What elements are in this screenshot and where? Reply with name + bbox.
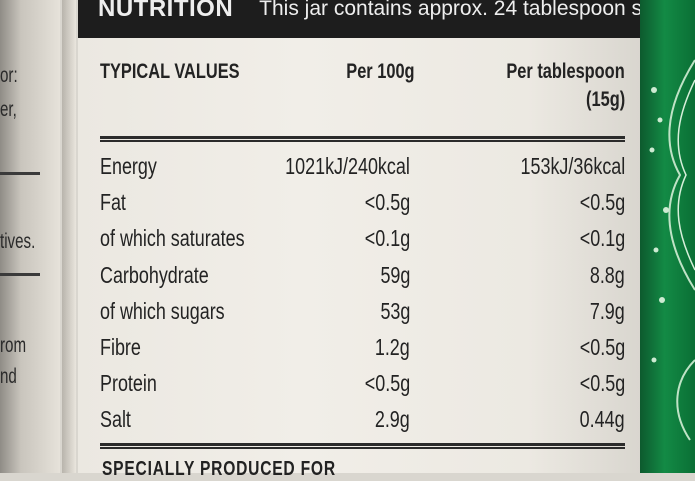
nutrient-label: Protein [100, 370, 157, 397]
per-100g-value: 2.9g [375, 406, 410, 433]
nutrient-label: Salt [100, 406, 131, 433]
per-100g-value: 1.2g [375, 333, 410, 360]
col-per-100g: Per 100g [346, 60, 415, 83]
header-divider [100, 136, 625, 142]
nutrient-label: Fibre [100, 333, 141, 360]
table-row: Carbohydrate 59g 8.8g [100, 262, 625, 298]
per-tablespoon-value: <0.1g [579, 225, 625, 252]
per-tablespoon-value: 0.44g [580, 406, 625, 433]
servings-note: This jar contains approx. 24 tablespoon … [259, 0, 640, 20]
ornament-pattern-icon [649, 59, 695, 441]
left-text-fragment: or: [0, 64, 18, 87]
per-tablespoon-value: <0.5g [579, 370, 625, 397]
table-row: Fibre 1.2g <0.5g [100, 334, 625, 370]
table-row: Protein <0.5g <0.5g [100, 370, 625, 406]
left-text-fragment: tives. [0, 230, 36, 253]
label-edge [62, 0, 76, 473]
per-tablespoon-value: <0.5g [579, 189, 625, 216]
col-per-tablespoon-weight: (15g) [585, 88, 625, 111]
col-per-tablespoon: Per tablespoon [506, 60, 625, 83]
table-row: of which saturates <0.1g <0.1g [100, 225, 625, 261]
per-100g-value: <0.5g [364, 189, 410, 216]
table-row: Salt 2.9g 0.44g [100, 406, 625, 442]
nutrition-table: TYPICAL VALUES Per 100g Per tablespoon (… [100, 58, 625, 449]
col-typical-values: TYPICAL VALUES [100, 60, 240, 83]
left-text-fragment: er, [0, 98, 17, 121]
table-row: Fat <0.5g <0.5g [100, 189, 625, 225]
left-divider [0, 172, 40, 175]
nutrition-title: NUTRITION [98, 0, 234, 22]
nutrient-label: Fat [100, 189, 126, 216]
left-divider [0, 273, 40, 276]
per-100g-value: 59g [380, 261, 410, 288]
left-text-fragment: rom [0, 334, 27, 357]
per-tablespoon-value: 8.8g [590, 261, 625, 288]
per-tablespoon-value: 153kJ/36kcal [520, 153, 625, 179]
nutrition-header: NUTRITION This jar contains approx. 24 t… [78, 0, 640, 38]
adjacent-label-panel: or: er, tives. rom nd [0, 0, 60, 473]
nutrient-label: Carbohydrate [100, 261, 209, 288]
per-tablespoon-value: 7.9g [590, 297, 625, 324]
footer-divider [100, 443, 625, 449]
table-row: Energy 1021kJ/240kcal 153kJ/36kcal [100, 153, 625, 189]
left-text-fragment: nd [0, 365, 17, 388]
per-100g-value: 53g [380, 297, 410, 324]
producer-heading: SPECIALLY PRODUCED FOR [102, 458, 336, 480]
nutrient-label: of which sugars [100, 297, 225, 324]
per-tablespoon-value: <0.5g [579, 333, 625, 360]
per-100g-value: <0.5g [364, 370, 410, 397]
per-100g-value: <0.1g [364, 225, 410, 252]
table-header-row: TYPICAL VALUES Per 100g Per tablespoon (… [100, 58, 625, 126]
per-100g-value: 1021kJ/240kcal [285, 153, 410, 179]
green-jar-edge [640, 0, 695, 473]
nutrient-label: of which saturates [100, 225, 245, 252]
nutrient-label: Energy [100, 153, 157, 179]
table-row: of which sugars 53g 7.9g [100, 298, 625, 334]
nutrition-label [78, 0, 640, 473]
nutrient-rows: Energy 1021kJ/240kcal 153kJ/36kcal Fat <… [100, 153, 625, 443]
